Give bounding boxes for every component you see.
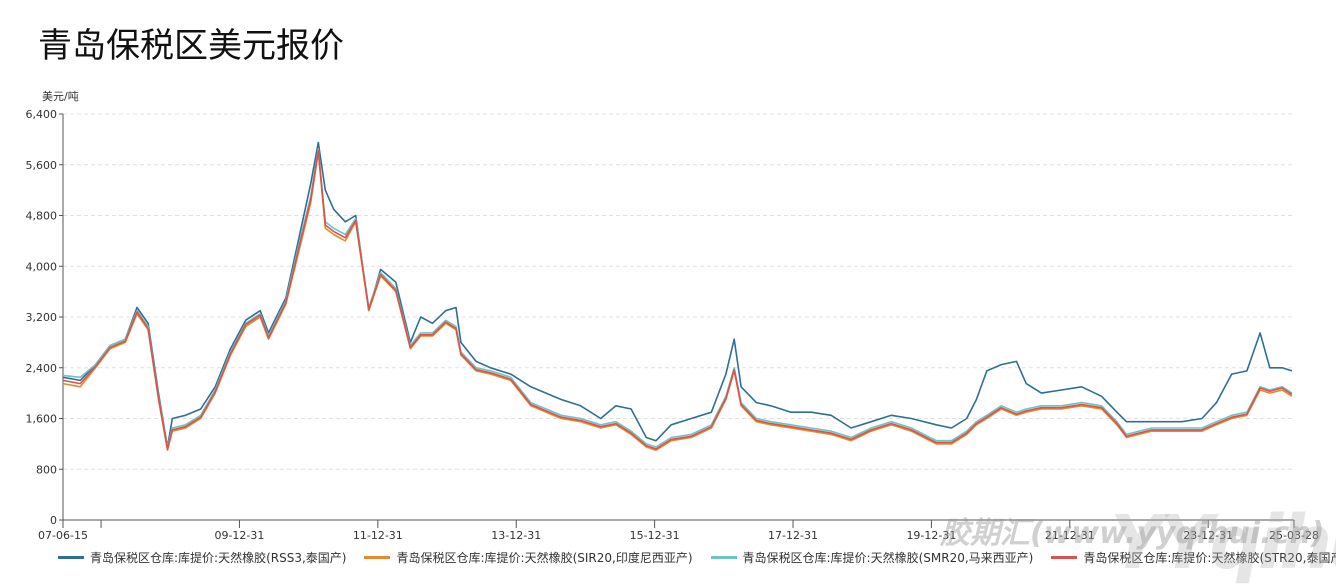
y-tick-label: 1,600 bbox=[26, 413, 58, 426]
x-tick-label: 09-12-31 bbox=[214, 529, 264, 542]
legend-label: 青岛保税区仓库:库提价:天然橡胶(RSS3,泰国产) bbox=[90, 551, 347, 565]
legend-label: 青岛保税区仓库:库提价:天然橡胶(STR20,泰国产) bbox=[1083, 551, 1336, 565]
legend-swatch bbox=[1051, 556, 1078, 559]
legend-swatch bbox=[364, 556, 391, 559]
series-line bbox=[62, 141, 1293, 448]
legend-item[interactable]: 青岛保税区仓库:库提价:天然橡胶(STR20,泰国产) bbox=[1051, 549, 1336, 566]
y-tick-label: 0 bbox=[50, 514, 57, 527]
legend-swatch bbox=[710, 556, 737, 559]
x-tick-label: 13-12-31 bbox=[491, 529, 541, 542]
y-axis-label: 美元/吨 bbox=[42, 90, 79, 103]
x-tick-label: 23-12-31 bbox=[1183, 529, 1233, 542]
y-tick-label: 2,400 bbox=[26, 362, 58, 375]
legend-label: 青岛保税区仓库:库提价:天然橡胶(SMR20,马来西亚产) bbox=[742, 551, 1034, 565]
x-tick-label: 15-12-31 bbox=[630, 529, 680, 542]
y-tick-label: 5,600 bbox=[26, 159, 58, 172]
y-tick-label: 6,400 bbox=[26, 108, 58, 121]
chart-title: 青岛保税区美元报价 bbox=[38, 26, 344, 66]
legend: 青岛保税区仓库:库提价:天然橡胶(RSS3,泰国产) 青岛保税区仓库:库提价:天然… bbox=[58, 549, 1336, 566]
legend-item[interactable]: 青岛保税区仓库:库提价:天然橡胶(SIR20,印度尼西亚产) bbox=[364, 549, 693, 566]
legend-item[interactable]: 青岛保税区仓库:库提价:天然橡胶(SMR20,马来西亚产) bbox=[710, 549, 1034, 566]
x-tick-label: 17-12-31 bbox=[768, 529, 818, 542]
x-tick-label: 07-06-15 bbox=[38, 529, 88, 542]
legend-item[interactable]: 青岛保税区仓库:库提价:天然橡胶(RSS3,泰国产) bbox=[58, 549, 346, 566]
x-tick-label: 11-12-31 bbox=[353, 529, 403, 542]
x-tick-label: 21-12-31 bbox=[1045, 529, 1095, 542]
x-tick-label: 25-03-28 bbox=[1269, 529, 1319, 542]
legend-label: 青岛保税区仓库:库提价:天然橡胶(SIR20,印度尼西亚产) bbox=[396, 551, 693, 565]
y-tick-label: 4,000 bbox=[26, 260, 58, 273]
y-tick-label: 3,200 bbox=[26, 311, 58, 324]
y-tick-label: 800 bbox=[36, 463, 57, 476]
series-line bbox=[62, 150, 1293, 450]
legend-swatch bbox=[58, 556, 84, 559]
y-tick-label: 4,800 bbox=[26, 210, 58, 223]
x-tick-label: 19-12-31 bbox=[906, 529, 956, 542]
series-line bbox=[62, 151, 1293, 451]
grid bbox=[63, 113, 1294, 470]
series-lines bbox=[62, 141, 1293, 451]
axes: 0 800 1,600 2,400 3,200 4,000 4,800 5,600 6,400 0… bbox=[26, 108, 1319, 542]
